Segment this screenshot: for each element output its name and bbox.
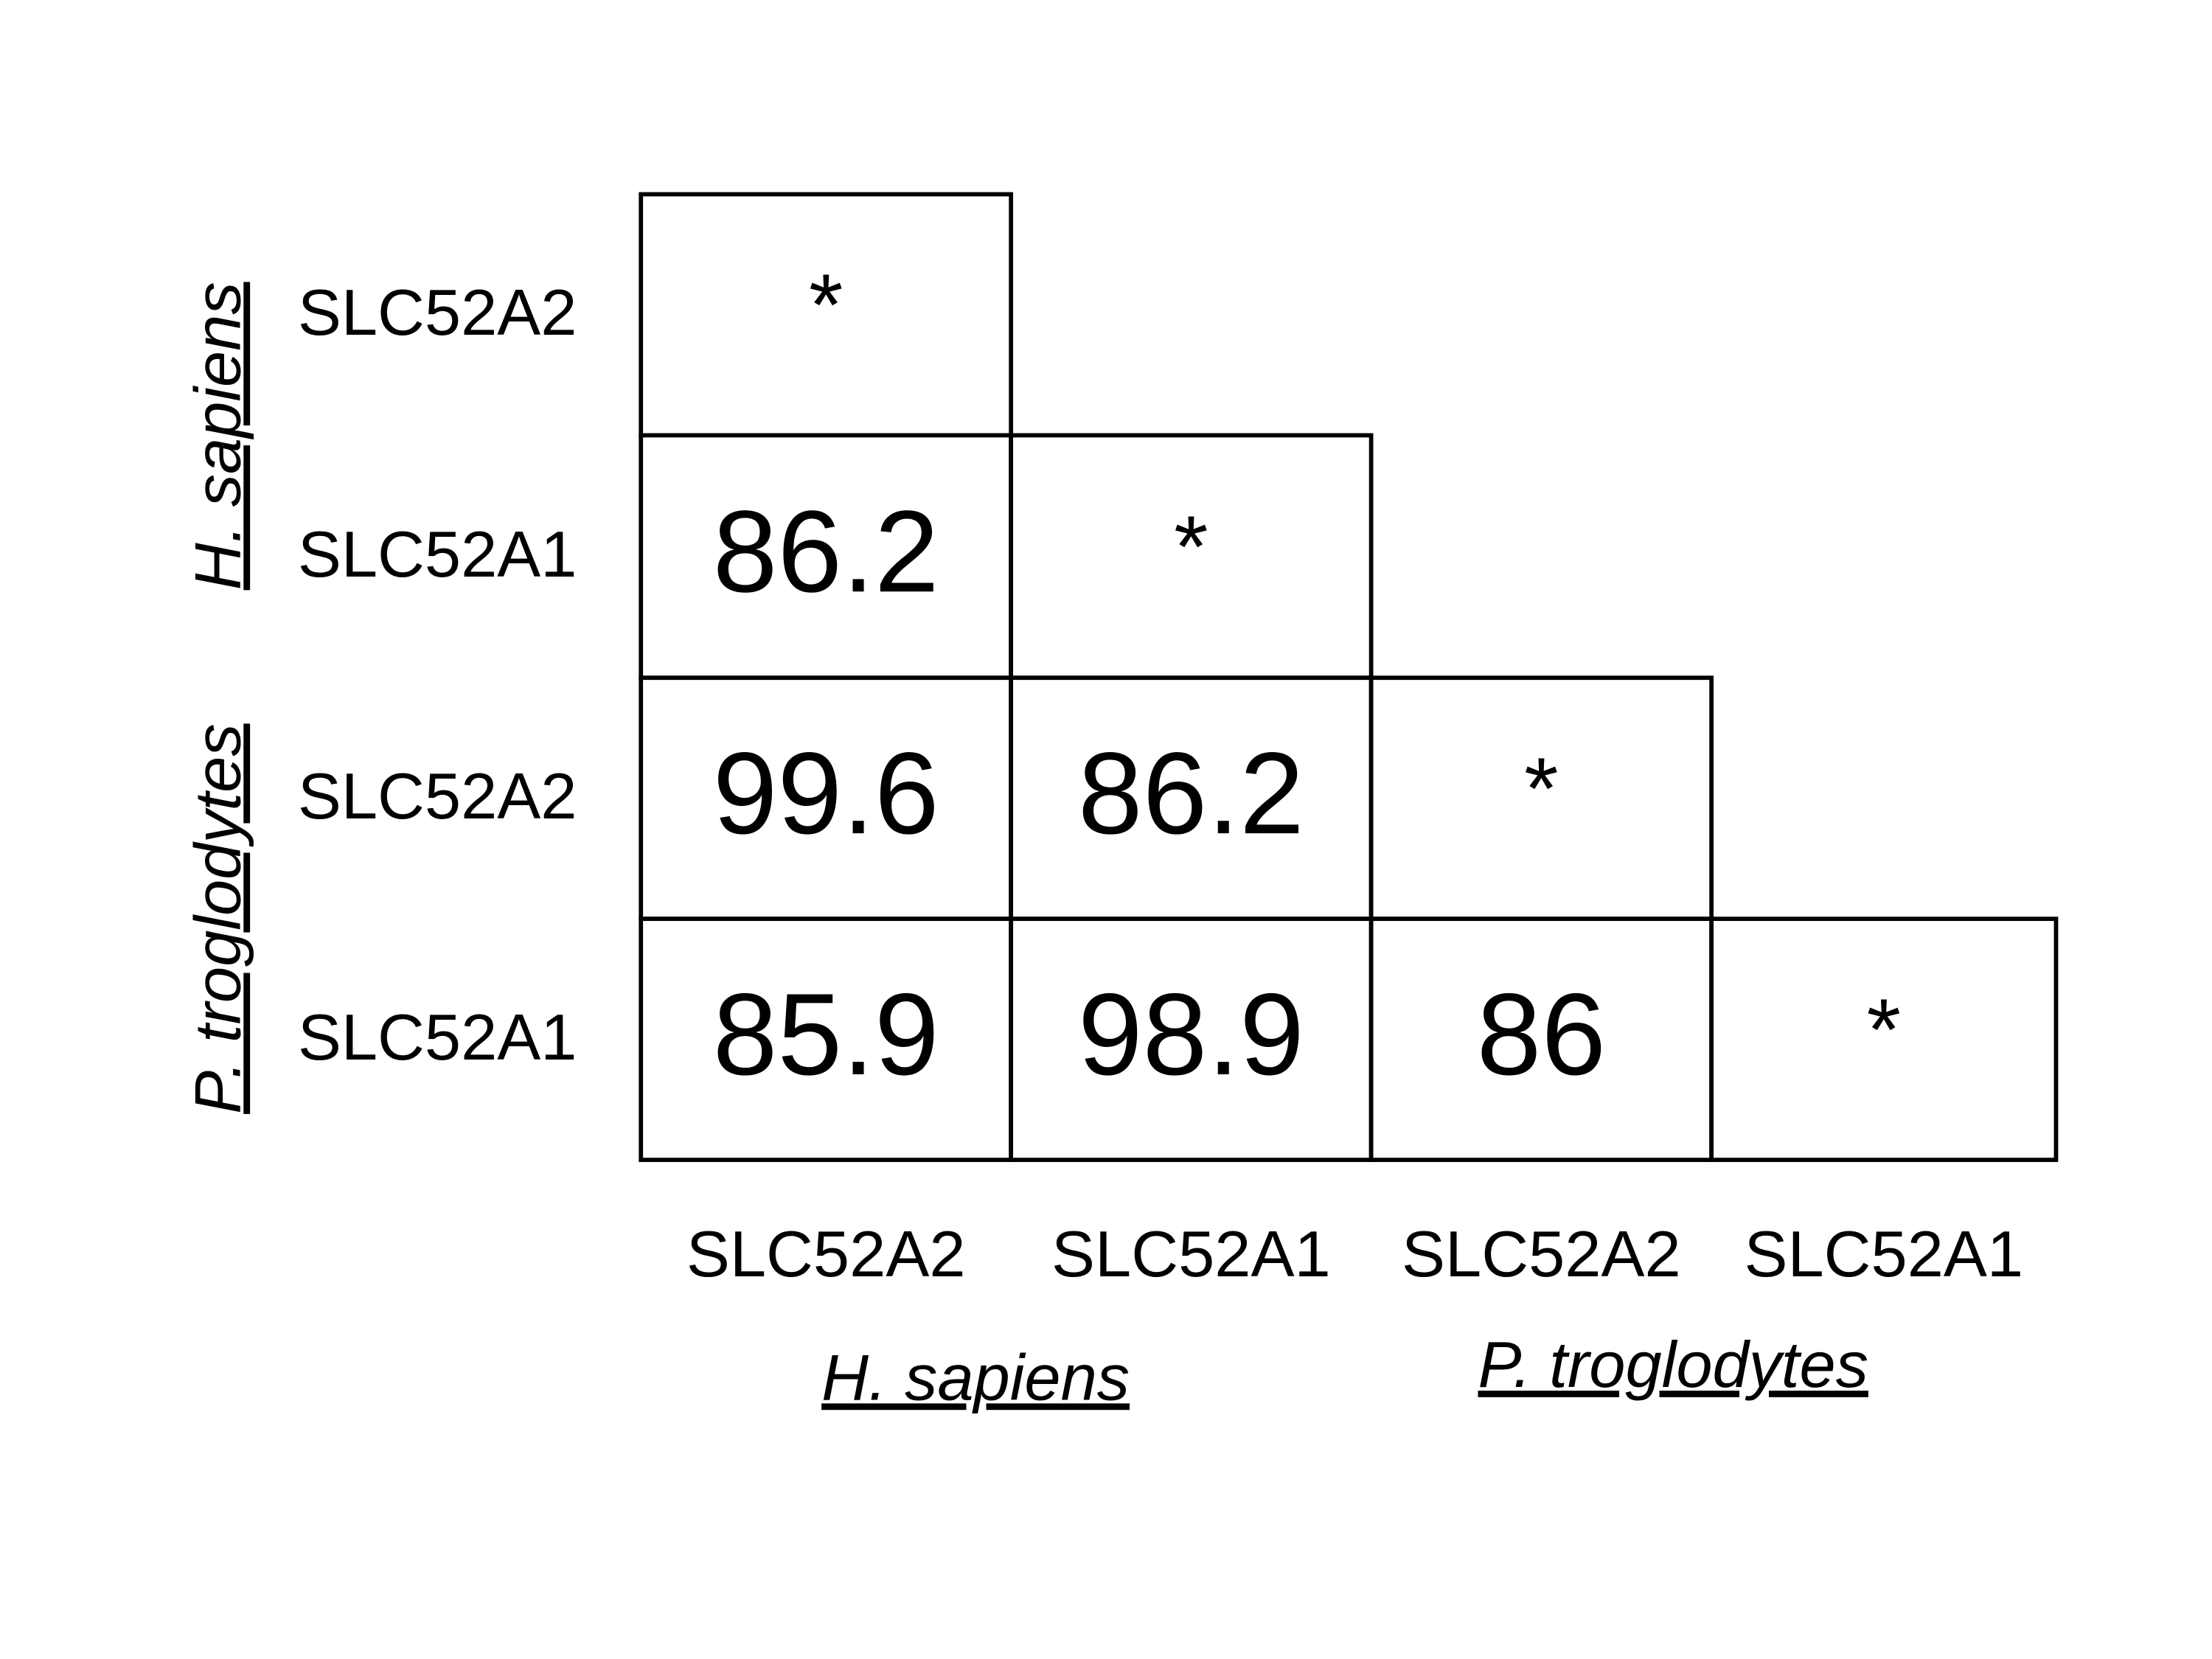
cell [1368,675,1714,922]
cell-marker: * [1524,740,1558,838]
cell [639,192,1014,438]
column-label: SLC52A2 [1402,1217,1681,1290]
cell [639,433,1014,681]
column-label: SLC52A2 [686,1217,966,1290]
row-label: SLC52A1 [298,1001,577,1074]
row-label: SLC52A2 [298,759,577,832]
cell-marker: * [1174,498,1208,596]
column-label: SLC52A1 [1744,1217,2023,1290]
cell-value: 99.6 [713,728,939,858]
cell [1709,917,2059,1162]
cell [639,917,1014,1162]
row-group-label: P. troglodytes [181,723,254,1113]
row-label: SLC52A1 [298,518,577,591]
cell [639,675,1014,922]
cell-value: 98.9 [1078,970,1304,1099]
cell-value: 86.2 [713,487,939,616]
cell-value: 86 [1477,970,1606,1099]
cell-value: 85.9 [713,970,939,1099]
row-label: SLC52A2 [298,276,577,349]
column-label: SLC52A1 [1051,1217,1331,1290]
cell-marker: * [809,257,843,355]
cell-marker: * [1867,981,1901,1079]
cell-value: 86.2 [1078,728,1304,858]
cell [1009,433,1374,681]
column-group-label: H. sapiens [821,1340,1130,1413]
cell [1009,917,1374,1162]
row-group-label: H. sapiens [181,282,254,590]
column-group-label: P. troglodytes [1478,1328,1868,1401]
cell [1368,917,1714,1162]
